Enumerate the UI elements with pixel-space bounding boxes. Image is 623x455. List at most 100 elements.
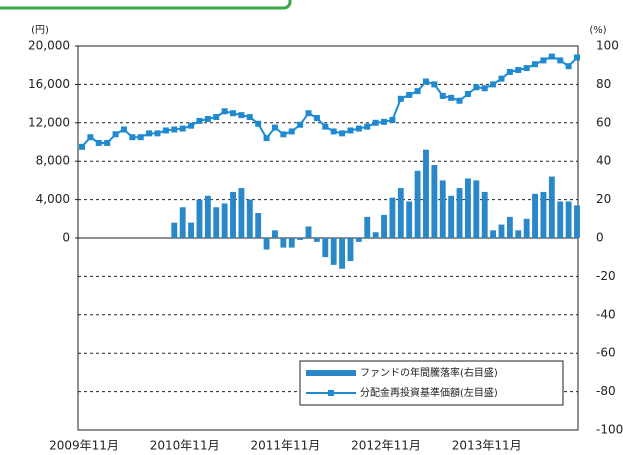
- marker: [565, 63, 572, 70]
- bar: [313, 238, 320, 242]
- y2-tick-label: 0: [596, 231, 604, 245]
- marker: [464, 91, 471, 97]
- bar: [188, 222, 195, 238]
- bar: [397, 188, 404, 238]
- bar: [381, 214, 387, 238]
- y-axis-unit: (円): [31, 25, 49, 36]
- marker: [439, 92, 446, 99]
- bar: [548, 176, 555, 238]
- bar: [423, 149, 429, 238]
- marker: [355, 125, 362, 132]
- bar: [238, 188, 245, 238]
- bar: [255, 213, 262, 238]
- bar: [481, 191, 488, 238]
- bar: [221, 203, 228, 238]
- legend-swatch: [306, 370, 356, 376]
- bar: [280, 238, 287, 248]
- y-tick-label: 4,000: [36, 192, 70, 206]
- bar: [414, 170, 421, 238]
- marker: [204, 115, 211, 122]
- marker: [238, 112, 245, 119]
- marker: [381, 118, 388, 125]
- bar: [288, 238, 295, 248]
- marker: [271, 124, 278, 131]
- marker: [305, 110, 312, 117]
- bar: [263, 238, 270, 250]
- bar: [230, 191, 236, 238]
- marker: [523, 65, 530, 72]
- y2-tick-label: -40: [596, 307, 616, 321]
- legend-label: 分配金再投資基準価額(左目盛): [360, 386, 498, 399]
- bar: [431, 165, 438, 238]
- marker: [389, 116, 396, 123]
- bar: [322, 238, 329, 258]
- marker: [481, 85, 488, 92]
- marker: [95, 139, 102, 146]
- marker: [339, 130, 346, 137]
- marker: [104, 139, 111, 146]
- bar: [448, 195, 455, 238]
- bar: [506, 216, 513, 238]
- legend-box: [299, 360, 564, 406]
- marker: [129, 134, 136, 141]
- marker: [112, 131, 119, 138]
- marker: [456, 97, 463, 104]
- marker: [313, 115, 320, 121]
- marker: [154, 130, 161, 137]
- marker: [263, 135, 270, 142]
- header-tab: [0, 0, 292, 10]
- marker: [330, 128, 337, 135]
- bar: [557, 201, 564, 238]
- bar: [464, 178, 471, 238]
- x-tick-label: 2011年11月: [250, 439, 320, 453]
- marker: [171, 126, 178, 133]
- marker: [557, 57, 564, 64]
- marker: [473, 84, 480, 91]
- marker: [515, 67, 522, 73]
- marker: [188, 122, 195, 129]
- marker: [347, 127, 354, 134]
- y2-tick-label: -100: [596, 423, 623, 437]
- bar: [456, 188, 463, 238]
- bar: [347, 238, 354, 262]
- y2-tick-label: 100: [596, 39, 619, 53]
- marker: [146, 130, 153, 137]
- y2-tick-label: -80: [596, 384, 616, 398]
- marker: [162, 127, 169, 134]
- bar: [171, 222, 178, 238]
- y2-tick-label: -60: [596, 346, 616, 360]
- marker: [179, 125, 186, 132]
- bar: [473, 180, 480, 238]
- bar: [406, 201, 413, 238]
- bar: [355, 238, 362, 242]
- marker: [246, 114, 253, 121]
- bar: [439, 180, 446, 238]
- bar: [213, 207, 220, 238]
- marker: [540, 57, 547, 64]
- bar: [515, 230, 522, 238]
- marker: [196, 117, 203, 124]
- marker: [280, 131, 287, 138]
- bar: [523, 218, 530, 238]
- marker: [221, 108, 228, 115]
- bar: [179, 207, 186, 238]
- x-tick-label: 2009年11月: [49, 439, 119, 453]
- bar: [196, 199, 203, 238]
- y2-tick-label: 80: [596, 77, 611, 91]
- legend-marker: [328, 390, 334, 396]
- marker: [364, 123, 371, 130]
- bar: [204, 195, 211, 238]
- marker: [230, 110, 237, 117]
- bar: [540, 191, 547, 238]
- marker: [431, 81, 438, 88]
- bar: [574, 205, 580, 238]
- y2-tick-label: 20: [596, 192, 611, 206]
- y-tick-label: 16,000: [28, 77, 70, 91]
- marker: [498, 75, 505, 82]
- bar: [565, 201, 572, 238]
- y2-tick-label: -20: [596, 269, 616, 283]
- marker: [322, 123, 329, 130]
- bar: [272, 230, 278, 238]
- bar: [490, 230, 497, 238]
